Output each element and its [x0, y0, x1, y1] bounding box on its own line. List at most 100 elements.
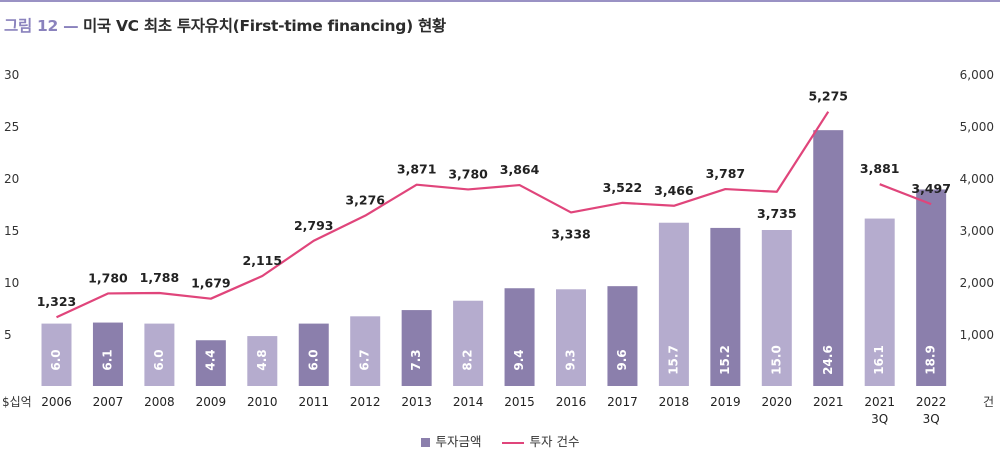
x-tick-label: 2008	[144, 395, 175, 409]
bar	[864, 218, 895, 386]
legend: 투자금액 투자 건수	[0, 431, 1000, 450]
line-value-label: 3,881	[860, 161, 900, 176]
top-rule	[0, 0, 1000, 2]
bar-value-label: 6.7	[358, 349, 372, 370]
y-left-tick-label: 20	[4, 172, 19, 186]
line-value-label: 3,787	[706, 166, 746, 181]
x-tick-label: 2009	[196, 395, 227, 409]
bar-value-label: 6.0	[49, 349, 63, 370]
bar	[144, 323, 175, 386]
y-left-tick-label: 15	[4, 224, 19, 238]
bar-value-label: 4.4	[203, 349, 217, 370]
bar	[298, 323, 329, 386]
bar-value-label: 15.7	[666, 345, 680, 375]
line-value-label: 1,780	[88, 270, 128, 285]
y-left-unit-label: $십억	[2, 395, 32, 409]
bar	[761, 230, 792, 386]
legend-label-amount: 투자금액	[435, 434, 482, 449]
x-tick-label: 2018	[659, 395, 690, 409]
bar-value-label: 7.3	[409, 349, 423, 370]
bar-value-label: 4.8	[255, 349, 269, 370]
bar-value-label: 9.3	[564, 349, 578, 370]
x-tick-label: 3Q	[923, 412, 940, 426]
x-tick-label: 2020	[762, 395, 793, 409]
line-value-label: 3,466	[654, 183, 694, 198]
x-tick-label: 2010	[247, 395, 278, 409]
line-value-label: 1,788	[140, 270, 180, 285]
bar	[504, 288, 535, 386]
bar	[658, 222, 689, 386]
legend-item-amount: 투자금액	[420, 431, 482, 450]
bar	[247, 336, 278, 386]
bar-value-label: 9.6	[615, 349, 629, 370]
line-value-label: 3,276	[345, 193, 385, 208]
line-value-label: 1,323	[37, 294, 77, 309]
line-series	[56, 111, 830, 319]
x-tick-label: 2022	[916, 395, 947, 409]
legend-swatch-line	[501, 441, 524, 444]
line-value-label: 3,338	[551, 226, 591, 241]
line-value-label: 3,780	[448, 166, 488, 181]
x-tick-label: 3Q	[871, 412, 888, 426]
x-tick-label: 2019	[710, 395, 741, 409]
y-right-tick-label: 4,000	[960, 172, 994, 186]
y-right-tick-label: 2,000	[960, 276, 994, 290]
x-tick-label: 2011	[298, 395, 329, 409]
bar	[350, 316, 381, 386]
line-value-label: 1,679	[191, 276, 231, 291]
x-tick-label: 2017	[607, 395, 638, 409]
figure-number: 그림 12 —	[4, 17, 79, 35]
x-tick-label: 2021	[864, 395, 895, 409]
legend-swatch-bar	[420, 438, 430, 447]
line-value-label: 3,864	[500, 162, 540, 177]
line-value-label: 5,275	[808, 89, 848, 104]
bar-value-label: 6.0	[306, 349, 320, 370]
bar-value-label: 8.2	[461, 349, 475, 370]
y-left-tick-label: 5	[4, 328, 12, 342]
bar-value-label: 15.2	[718, 345, 732, 375]
y-right-unit-label: 건	[983, 395, 994, 409]
x-tick-label: 2014	[453, 395, 484, 409]
bar	[195, 340, 226, 386]
bar	[710, 227, 741, 386]
y-right-tick-label: 3,000	[960, 224, 994, 238]
y-right-tick-label: 5,000	[960, 120, 994, 134]
bar	[556, 289, 586, 386]
bar	[401, 310, 432, 386]
y-left-tick-label: 30	[4, 68, 19, 82]
x-tick-label: 2006	[41, 395, 72, 409]
legend-label-count: 투자 건수	[529, 434, 580, 449]
y-left-tick-label: 25	[4, 120, 19, 134]
bar	[916, 189, 947, 386]
bar	[813, 130, 844, 386]
figure-title: 그림 12 — 미국 VC 최초 투자유치(First-time financi…	[4, 14, 446, 36]
bar-value-label: 24.6	[821, 345, 835, 375]
line-value-label: 2,115	[243, 253, 283, 268]
y-right-tick-label: 1,000	[960, 328, 994, 342]
line-value-label: 3,522	[603, 180, 643, 195]
bar	[607, 286, 638, 386]
x-tick-label: 2015	[504, 395, 535, 409]
x-tick-label: 2021	[813, 395, 844, 409]
y-left-tick-label: 10	[4, 276, 19, 290]
bar-value-label: 15.0	[769, 345, 783, 375]
bar-value-label: 6.1	[100, 349, 114, 370]
line-series	[879, 183, 932, 206]
line-value-label: 3,735	[757, 206, 797, 221]
x-tick-label: 2013	[401, 395, 432, 409]
bar	[41, 323, 72, 386]
y-right-tick-label: 6,000	[960, 68, 994, 82]
bar-value-label: 6.0	[152, 349, 166, 370]
bar	[453, 300, 484, 386]
x-tick-label: 2007	[93, 395, 124, 409]
bar-value-label: 9.4	[512, 349, 526, 370]
bar-value-label: 18.9	[924, 345, 938, 375]
line-value-label: 2,793	[294, 218, 334, 233]
line-value-label: 3,871	[397, 162, 437, 177]
figure-title-text: 미국 VC 최초 투자유치(First-time financing) 현황	[82, 17, 446, 35]
bar-value-label: 16.1	[872, 345, 886, 375]
legend-item-count: 투자 건수	[501, 431, 580, 450]
x-tick-label: 2016	[556, 395, 587, 409]
bar	[92, 322, 123, 386]
